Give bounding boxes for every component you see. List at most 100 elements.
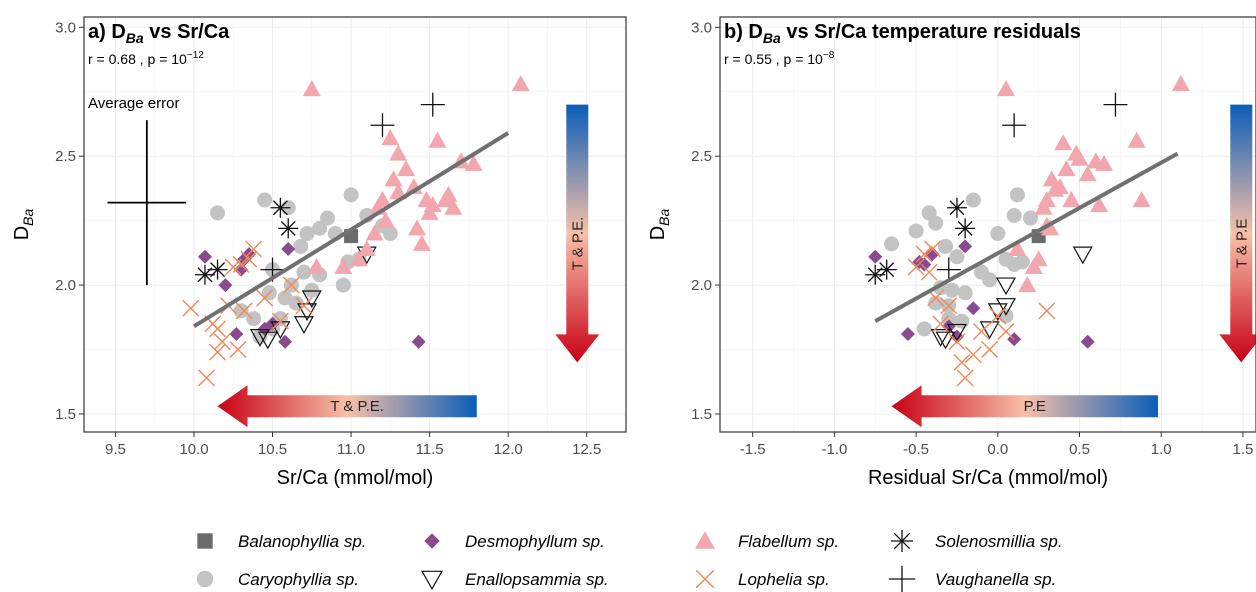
y-tick-label: 3.0 [691, 19, 712, 36]
legend-item-lophelia-sp: Lophelia sp. [695, 569, 830, 589]
panel-title-suffix: vs Sr/Ca [144, 21, 230, 43]
legend-item-vaughanella-sp: Vaughanella sp. [888, 565, 1056, 592]
data-point-lophelia-sp-stroke [282, 276, 300, 294]
x-tick-label: 10.5 [258, 441, 287, 458]
y-tick-label: 2.0 [691, 277, 712, 294]
data-point-lophelia-sp [271, 312, 289, 330]
data-point-caryophyllia-sp [304, 282, 320, 298]
data-point-flabellum-sp [1041, 219, 1060, 236]
data-point-flabellum-sp [373, 191, 392, 208]
data-point-flabellum-sp [439, 185, 458, 202]
data-point-flabellum-sp [511, 75, 530, 92]
data-point-solenosmillia-sp [278, 218, 299, 239]
data-point-enallopsammia-sp [979, 321, 1000, 340]
x-tick-label: -1.0 [821, 441, 847, 458]
x-axis-label: Sr/Ca (mmol/mol) [277, 467, 434, 489]
data-point-caryophyllia-sp [1006, 207, 1022, 223]
panel-title-subscript: Ba [763, 30, 781, 46]
regression-line [874, 151, 1179, 323]
data-point-lophelia-sp-stroke [209, 320, 227, 338]
y-axis-label-main: D [11, 226, 33, 240]
gradient-arrow-vertical: T & P.E. [555, 104, 600, 363]
data-point-flabellum-sp [307, 258, 326, 275]
data-point-caryophyllia-sp [312, 220, 328, 236]
data-point-lophelia-sp [1038, 302, 1056, 320]
data-point-lophelia-sp-stroke [235, 302, 253, 320]
data-point-desmophyllum-sp [411, 334, 426, 349]
legend-label: Lophelia sp. [738, 570, 830, 589]
data-point-caryophyllia-sp [965, 192, 981, 208]
data-point-flabellum-sp [996, 80, 1015, 97]
data-point-vaughanella-sp [1002, 113, 1027, 138]
gradient-arrow-label: T & P.E [1233, 219, 1250, 268]
gradient-arrow-body [217, 385, 477, 428]
legend: Balanophyllia sp. Caryophyllia sp. Desmoph… [196, 530, 1063, 592]
panel-b: T & P.EP.Eb) DBa vs Sr/Ca temperature re… [647, 16, 1256, 489]
panel-title-subscript: Ba [126, 30, 144, 46]
x-tick-label: 1.0 [1151, 441, 1172, 458]
data-point-solenosmillia-sp [876, 259, 897, 280]
average-error-label: Average error [88, 95, 179, 112]
legend-item-desmophyllum-sp: Desmophyllum sp. [424, 532, 605, 551]
data-point-flabellum-sp [428, 131, 447, 148]
stats-exponent: −8 [823, 50, 835, 61]
y-tick-label: 1.5 [55, 406, 76, 423]
plot-background [84, 17, 626, 432]
data-point-lophelia-sp-stroke [198, 369, 216, 387]
data-point-vaughanella-sp [420, 92, 445, 117]
series-lophelia-sp [182, 240, 313, 387]
data-point-desmophyllum-sp [966, 301, 981, 316]
data-point-flabellum-sp [1132, 191, 1151, 208]
data-point-flabellum-sp [1034, 198, 1053, 215]
data-point-lophelia-sp-stroke [271, 312, 289, 330]
data-point-lophelia-sp [229, 341, 247, 359]
y-tick-label: 2.5 [691, 148, 712, 165]
gradient-arrow-vertical: T & P.E [1219, 104, 1256, 363]
data-point-lophelia-sp [964, 346, 982, 364]
data-point-lophelia-sp [240, 250, 258, 268]
data-point-solenosmillia-sp [946, 197, 967, 218]
data-point-flabellum-sp [1078, 165, 1097, 182]
data-point-desmophyllum-sp [281, 241, 296, 256]
data-point-lophelia-sp [915, 245, 933, 263]
data-point-enallopsammia-sp [935, 331, 956, 350]
data-point-lophelia-sp [972, 322, 990, 340]
data-point-flabellum-sp [302, 80, 321, 97]
data-point-lophelia-sp-stroke [932, 315, 950, 333]
series-solenosmillia-sp [194, 197, 299, 285]
y-axis-label-subscript: Ba [20, 208, 36, 225]
x-tick-label: 9.5 [105, 441, 126, 458]
data-point-lophelia-sp [295, 297, 313, 315]
data-point-lophelia-sp-stroke [182, 299, 200, 317]
panel-title-prefix: b) D [724, 21, 763, 43]
data-point-enallopsammia-sp [995, 298, 1017, 316]
data-point-lophelia-sp-stroke [981, 341, 999, 359]
plot-background [720, 17, 1256, 432]
data-point-lophelia-sp [989, 307, 1007, 325]
plot-content: T & P.E. T & P.E. Average error [88, 75, 600, 428]
data-point-caryophyllia-sp [299, 226, 315, 242]
data-point-lophelia-sp [981, 341, 999, 359]
y-tick-label: 2.0 [55, 277, 76, 294]
data-point-caryophyllia-sp [293, 238, 309, 254]
legend-label: Solenosmillia sp. [935, 532, 1063, 551]
data-point-flabellum-sp [444, 198, 463, 215]
legend-item-balanophyllia-sp: Balanophyllia sp. [197, 532, 367, 551]
data-point-lophelia-sp [948, 333, 966, 351]
data-point-lophelia-sp-stroke [989, 307, 1007, 325]
data-point-lophelia-sp [198, 369, 216, 387]
data-point-desmophyllum-sp [868, 249, 883, 264]
data-point-caryophyllia-sp [998, 308, 1014, 324]
series-flabellum-sp [302, 75, 530, 275]
legend-key-balanophyllia-sp [197, 533, 213, 549]
data-point-lophelia-sp-stroke [915, 245, 933, 263]
x-tick-label: -1.5 [740, 441, 766, 458]
data-point-lophelia-sp-stroke [953, 353, 971, 371]
data-point-caryophyllia-sp [944, 282, 960, 298]
legend-item-enallopsammia-sp: Enallopsammia sp. [421, 570, 609, 591]
data-point-flabellum-sp [1042, 170, 1061, 187]
data-point-caryophyllia-sp [382, 226, 398, 242]
data-point-caryophyllia-sp [277, 290, 293, 306]
data-point-flabellum-sp [1008, 239, 1027, 256]
stats-text: r = 0.55 , p = 10 [724, 51, 823, 67]
